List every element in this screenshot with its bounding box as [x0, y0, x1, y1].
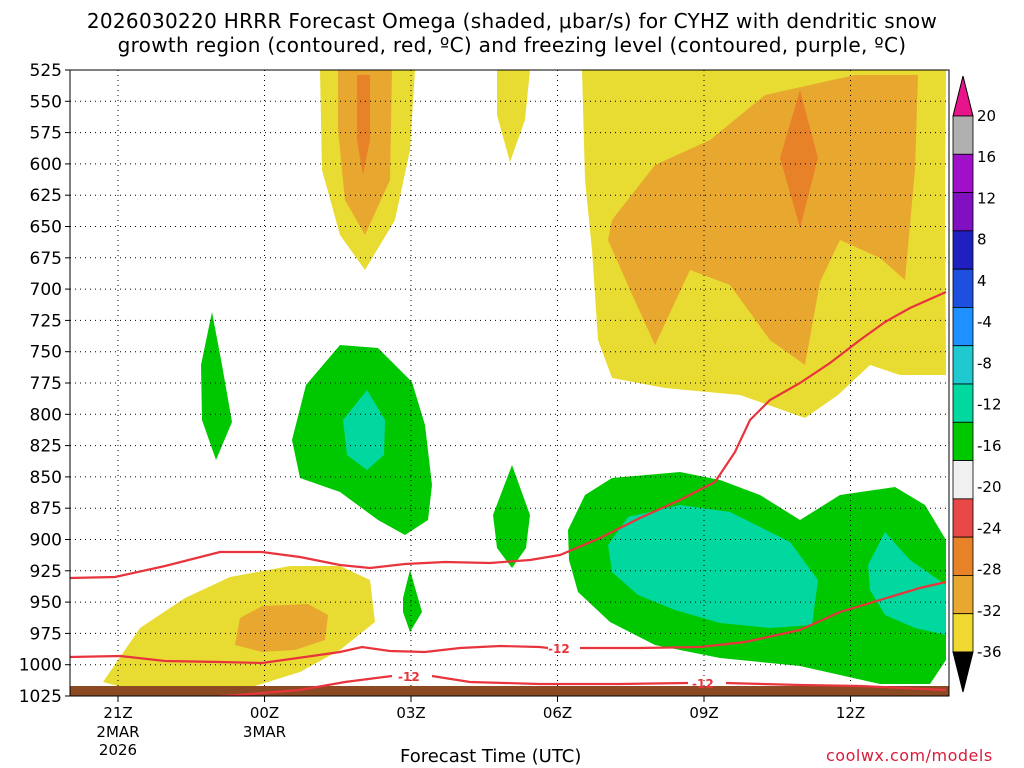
y-tick-label: 725	[30, 311, 62, 331]
colorbar-tick-label: 20	[977, 107, 996, 125]
x-tick-label: 03Z	[396, 704, 425, 722]
omega-region-3	[357, 75, 370, 175]
colorbar-swatch	[952, 460, 974, 500]
contour-label-2: -12	[398, 670, 420, 684]
x-tick-label: 12Z	[836, 704, 865, 722]
omega-region-14	[493, 465, 530, 568]
colorbar-top-arrow	[952, 75, 974, 117]
colorbar-tick-label: -4	[977, 313, 992, 331]
y-tick-label: 700	[30, 280, 62, 300]
omega-region-9	[235, 604, 328, 652]
colorbar-swatch	[952, 230, 974, 270]
colorbar-swatch	[952, 613, 974, 653]
dgz-contour-lower-right	[725, 681, 947, 692]
chart-title-line2: growth region (contoured, red, ºC) and f…	[117, 33, 907, 57]
colorbar-swatch	[952, 498, 974, 538]
colorbar-tick-label: -20	[977, 478, 1002, 496]
colorbar-tick-label: -16	[977, 437, 1002, 455]
x-tick-label: 09Z	[689, 704, 718, 722]
y-tick-label: 950	[30, 593, 62, 613]
y-tick-label: 1000	[19, 656, 62, 676]
y-tick-label: 525	[30, 61, 62, 81]
y-tick-label: 775	[30, 374, 62, 394]
omega-shading	[103, 70, 946, 692]
x-axis-title: Forecast Time (UTC)	[400, 746, 582, 767]
x-tick-sublabel: 3MAR	[243, 723, 286, 741]
dgz-contour-lower	[211, 674, 393, 696]
colorbar-swatch	[952, 383, 974, 423]
contour-label-1: -12	[548, 642, 570, 656]
y-tick-label: 800	[30, 405, 62, 425]
y-tick-label: 675	[30, 249, 62, 269]
credit-text: coolwx.com/models	[826, 746, 993, 765]
contour-label-3: -12	[692, 677, 714, 691]
colorbar-swatch	[952, 115, 974, 155]
colorbar-swatch	[952, 421, 974, 461]
colorbar-tick-label: 8	[977, 231, 987, 249]
colorbar-swatch	[952, 268, 974, 308]
y-tick-label: 625	[30, 186, 62, 206]
omega-region-10	[201, 312, 232, 460]
colorbar-tick-label: -8	[977, 354, 992, 372]
omega-region-7	[780, 90, 818, 228]
y-tick-label: 925	[30, 562, 62, 582]
y-tick-label: 850	[30, 468, 62, 488]
colorbar-bottom-arrow	[952, 651, 974, 693]
omega-region-17	[868, 532, 946, 635]
omega-region-16	[608, 505, 818, 628]
colorbar-tick-label: 16	[977, 148, 996, 166]
colorbar-tick-label: -28	[977, 561, 1002, 579]
y-tick-label: 550	[30, 92, 62, 112]
omega-region-6	[608, 75, 918, 365]
colorbar-swatch	[952, 536, 974, 576]
terrain-strip	[70, 686, 949, 696]
y-tick-label: 650	[30, 218, 62, 238]
y-tick-label: 875	[30, 499, 62, 519]
y-tick-label: 975	[30, 624, 62, 644]
x-tick-sublabel: 2MAR	[96, 723, 139, 741]
colorbar-tick-label: 4	[977, 272, 987, 290]
dgz-contours	[70, 290, 947, 696]
y-tick-label: 575	[30, 124, 62, 144]
omega-region-4	[497, 70, 530, 162]
colorbar-tick-label: -24	[977, 519, 1002, 537]
colorbar-tick-label: -36	[977, 643, 1002, 661]
x-tick-label: 21Z	[103, 704, 132, 722]
colorbar-tick-label: -32	[977, 602, 1002, 620]
y-tick-label: 750	[30, 343, 62, 363]
chart-title-line1: 2026030220 HRRR Forecast Omega (shaded, …	[86, 9, 938, 33]
dgz-contour-middle-right	[580, 580, 947, 650]
y-tick-label: 825	[30, 437, 62, 457]
dgz-contour-lower-mid	[431, 674, 689, 686]
colorbar-tick-label: 12	[977, 189, 996, 207]
y-tick-label: 600	[30, 155, 62, 175]
omega-region-12	[343, 390, 385, 470]
colorbar-swatch	[952, 575, 974, 615]
colorbar: 20 16 12 8 4 -4 -8 -12 -16 -20 -24 -28 -32 -36	[952, 75, 1002, 693]
colorbar-swatch	[952, 153, 974, 193]
y-tick-label: 900	[30, 531, 62, 551]
colorbar-swatch	[952, 345, 974, 385]
x-tick-sublabel: 2026	[99, 741, 137, 759]
y-tick-label: 1025	[19, 687, 62, 707]
colorbar-swatch	[952, 192, 974, 232]
omega-region-13	[403, 570, 422, 632]
dgz-contour-middle	[70, 644, 549, 665]
x-tick-label: 00Z	[250, 704, 279, 722]
colorbar-swatch	[952, 307, 974, 347]
colorbar-tick-label: -12	[977, 396, 1002, 414]
dgz-contour-upper	[70, 290, 947, 580]
y-axis: 525 550 575 600 625 650 675 700 725 750 775 800 825 8…	[19, 61, 70, 707]
x-tick-label: 06Z	[543, 704, 572, 722]
